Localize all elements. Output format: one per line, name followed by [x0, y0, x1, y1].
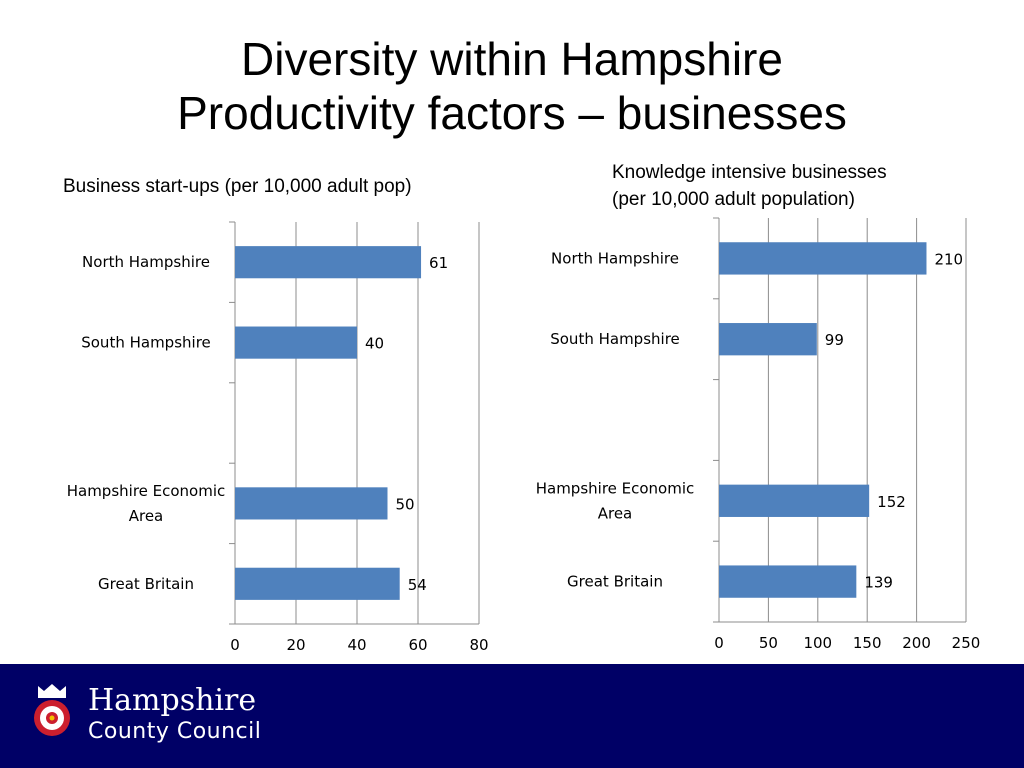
chart2-tick-label: 250 — [952, 634, 981, 652]
chart2-bar — [719, 323, 817, 356]
hampshire-rose-crest-icon — [34, 684, 70, 736]
chart2-bar — [719, 242, 927, 275]
slide-title: Diversity within Hampshire Productivity … — [0, 32, 1024, 140]
chart1-data-label: 50 — [396, 495, 415, 513]
chart1-tick-label: 80 — [469, 636, 488, 654]
chart2-bar — [719, 484, 870, 517]
slide-title-line2: Productivity factors – businesses — [177, 87, 847, 139]
chart1-data-label: 40 — [365, 335, 384, 353]
logo-name: Hampshire — [88, 683, 257, 718]
footer-banner: Hampshire County Council — [0, 664, 1024, 768]
chart2-data-label: 139 — [864, 574, 893, 592]
chart2-category-label: North Hampshire — [551, 249, 679, 267]
chart2-category-label: Great Britain — [567, 573, 663, 591]
chart2-heading: Knowledge intensive businesses (per 10,0… — [612, 159, 887, 213]
chart2-tick-label: 50 — [759, 634, 778, 652]
chart1-category-label: North Hampshire — [82, 253, 210, 271]
chart2-category-label: South Hampshire — [550, 330, 680, 348]
chart1-category-label: Great Britain — [98, 575, 194, 593]
chart2-data-label: 152 — [877, 493, 906, 511]
chart1-tick-label: 40 — [347, 636, 366, 654]
slide-title-line1: Diversity within Hampshire — [241, 33, 783, 85]
chart2-category-label: Hampshire Economic — [536, 479, 695, 497]
chart2-category-label: Area — [598, 504, 633, 522]
chart1-data-label: 61 — [429, 254, 448, 272]
chart1-tick-label: 20 — [286, 636, 305, 654]
chart1-data-label: 54 — [408, 576, 427, 594]
chart2-tick-label: 150 — [853, 634, 882, 652]
business-startups-chart: 0 20 40 60 80 61 North Hampshire 40 South Hampsh… — [67, 221, 489, 654]
chart1-tick-label: 60 — [408, 636, 427, 654]
chart1-bar — [235, 246, 422, 279]
logo-sub: County Council — [88, 719, 262, 744]
chart2-heading-line1: Knowledge intensive businesses — [612, 162, 887, 183]
chart1-heading-text: Business start-ups (per 10,000 adult pop… — [63, 176, 412, 197]
chart2-tick-label: 200 — [902, 634, 931, 652]
chart2-tick-label: 100 — [803, 634, 832, 652]
chart1-heading: Business start-ups (per 10,000 adult pop… — [63, 173, 412, 200]
chart1-category-label: Hampshire Economic — [67, 482, 226, 500]
chart2-data-label: 99 — [825, 331, 844, 349]
chart2-data-label: 210 — [934, 250, 963, 268]
chart1-category-label: Area — [129, 507, 164, 525]
chart1-bar — [235, 326, 357, 359]
chart1-bar — [235, 487, 388, 520]
knowledge-businesses-chart: 0 50 100 150 200 250 210 North Hampshire 99 South… — [536, 217, 981, 652]
chart2-tick-label: 0 — [714, 634, 724, 652]
council-logo: Hampshire County Council — [88, 684, 261, 746]
chart1-tick-label: 0 — [230, 636, 240, 654]
chart1-category-label: South Hampshire — [81, 334, 211, 352]
chart2-bar — [719, 565, 857, 598]
chart1-bar — [235, 567, 400, 600]
chart2-heading-line2: (per 10,000 adult population) — [612, 189, 855, 210]
